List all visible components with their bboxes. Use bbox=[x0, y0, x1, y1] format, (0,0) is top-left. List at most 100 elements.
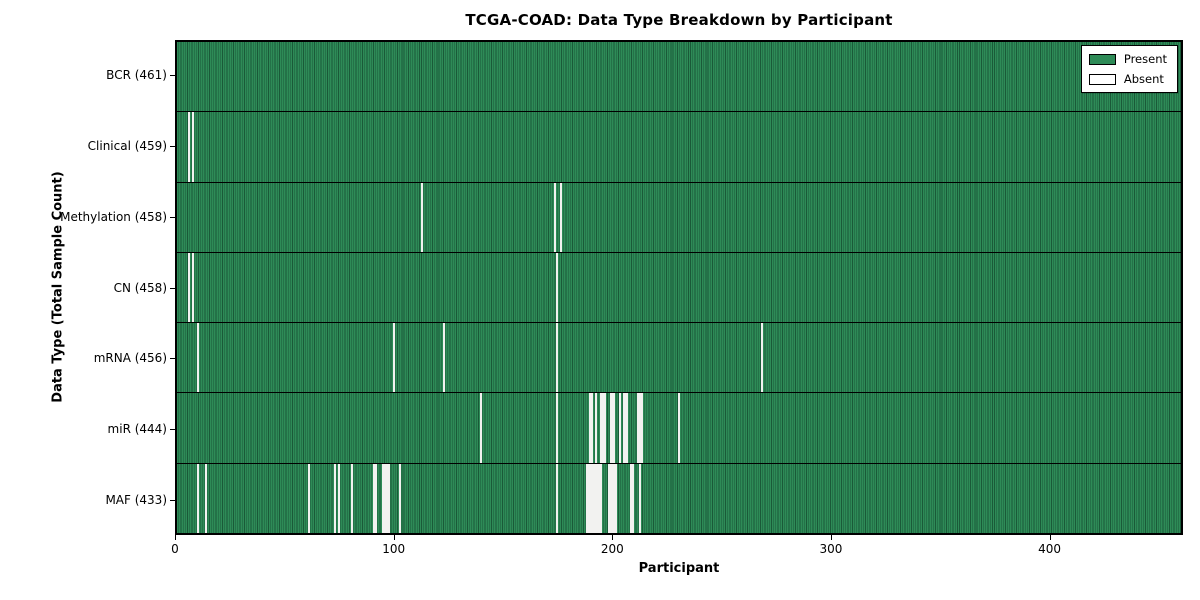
absent-gap bbox=[640, 393, 644, 463]
absent-gap bbox=[601, 393, 604, 463]
absent-gap bbox=[638, 463, 641, 533]
absent-gap bbox=[192, 112, 195, 182]
absent-gap bbox=[614, 463, 617, 533]
row-methylation bbox=[177, 182, 1181, 253]
absent-gap bbox=[479, 393, 482, 463]
absent-gap bbox=[625, 393, 628, 463]
row-maf bbox=[177, 463, 1181, 533]
y-tick-label-cn: CN (458) bbox=[113, 280, 167, 295]
legend: Present Absent bbox=[1080, 45, 1178, 93]
absent-gap bbox=[555, 393, 559, 463]
absent-gap bbox=[595, 393, 598, 463]
absent-gap bbox=[555, 323, 559, 393]
x-axis-label: Participant bbox=[638, 561, 720, 576]
absent-gap bbox=[351, 463, 354, 533]
absent-gap bbox=[599, 393, 602, 463]
y-tick-mark bbox=[170, 287, 175, 289]
absent-gap bbox=[560, 182, 563, 252]
y-tick-mark bbox=[170, 75, 175, 77]
x-tick-mark bbox=[175, 535, 176, 540]
absent-gap bbox=[205, 463, 208, 533]
x-tick-label-100: 100 bbox=[382, 542, 406, 556]
absent-gap bbox=[586, 463, 589, 533]
absent-gap bbox=[442, 323, 445, 393]
absent-gap bbox=[603, 393, 607, 463]
x-tick-label-200: 200 bbox=[600, 542, 624, 556]
x-tick-label-0: 0 bbox=[171, 542, 179, 556]
absent-gap bbox=[338, 463, 341, 533]
absent-gap bbox=[590, 463, 593, 533]
absent-gap bbox=[307, 463, 310, 533]
y-tick-mark bbox=[170, 358, 175, 360]
absent-gap bbox=[555, 463, 559, 533]
x-tick-mark bbox=[1049, 535, 1051, 540]
absent-gap bbox=[597, 463, 600, 533]
absent-gap bbox=[375, 463, 378, 533]
chart-title: TCGA-COAD: Data Type Breakdown by Partic… bbox=[465, 11, 893, 29]
absent-gap bbox=[420, 182, 424, 252]
y-tick-mark bbox=[170, 146, 175, 148]
absent-gap bbox=[373, 463, 376, 533]
row-mir bbox=[177, 393, 1181, 464]
y-tick-label-mir: miR (444) bbox=[107, 421, 167, 436]
y-tick-label-methylation: Methylation (458) bbox=[60, 209, 167, 224]
y-tick-mark bbox=[170, 216, 175, 218]
absent-gap bbox=[187, 252, 191, 323]
absent-gap bbox=[638, 393, 641, 463]
absent-gap bbox=[623, 393, 626, 463]
legend-label-absent: Absent bbox=[1123, 72, 1164, 86]
row-mrna bbox=[177, 323, 1181, 394]
y-tick-label-clinical: Clinical (459) bbox=[87, 139, 167, 154]
y-tick-mark bbox=[170, 499, 175, 501]
y-tick-mark bbox=[170, 428, 175, 430]
absent-swatch bbox=[1088, 73, 1116, 85]
absent-gap bbox=[590, 393, 593, 463]
x-tick-label-400: 400 bbox=[1038, 542, 1062, 556]
absent-gap bbox=[187, 112, 191, 182]
x-tick-label-300: 300 bbox=[819, 542, 843, 556]
row-bcr bbox=[177, 42, 1181, 113]
legend-entry-absent: Absent bbox=[1088, 72, 1167, 86]
absent-gap bbox=[610, 463, 613, 533]
absent-gap bbox=[632, 463, 635, 533]
absent-gap bbox=[392, 323, 395, 393]
row-cn bbox=[177, 252, 1181, 324]
absent-gap bbox=[760, 323, 763, 393]
absent-gap bbox=[553, 182, 556, 252]
absent-gap bbox=[629, 463, 633, 533]
absent-gap bbox=[592, 463, 596, 533]
absent-gap bbox=[619, 393, 622, 463]
absent-gap bbox=[381, 463, 384, 533]
absent-gap bbox=[595, 463, 598, 533]
legend-entry-present: Present bbox=[1088, 52, 1167, 66]
absent-gap bbox=[388, 463, 391, 533]
absent-gap bbox=[555, 252, 559, 323]
x-tick-mark bbox=[830, 535, 832, 540]
absent-gap bbox=[677, 393, 681, 463]
absent-gap bbox=[333, 463, 336, 533]
absent-gap bbox=[636, 393, 639, 463]
y-tick-label-bcr: BCR (461) bbox=[106, 68, 167, 83]
absent-gap bbox=[588, 463, 591, 533]
absent-gap bbox=[612, 393, 615, 463]
absent-gap bbox=[608, 463, 611, 533]
absent-gap bbox=[196, 463, 199, 533]
present-swatch bbox=[1088, 53, 1116, 65]
legend-label-present: Present bbox=[1123, 52, 1167, 66]
x-tick-mark bbox=[393, 535, 395, 540]
row-clinical bbox=[177, 112, 1181, 183]
absent-gap bbox=[196, 323, 199, 393]
absent-gap bbox=[610, 393, 613, 463]
absent-gap bbox=[383, 463, 387, 533]
absent-gap bbox=[192, 252, 195, 323]
x-tick-mark bbox=[612, 535, 614, 540]
y-tick-label-mrna: mRNA (456) bbox=[93, 351, 167, 366]
absent-gap bbox=[588, 393, 591, 463]
plot-area bbox=[175, 40, 1183, 535]
y-tick-label-maf: MAF (433) bbox=[105, 492, 167, 507]
absent-gap bbox=[399, 463, 402, 533]
absent-gap bbox=[599, 463, 602, 533]
absent-gap bbox=[386, 463, 389, 533]
absent-gap bbox=[612, 463, 615, 533]
